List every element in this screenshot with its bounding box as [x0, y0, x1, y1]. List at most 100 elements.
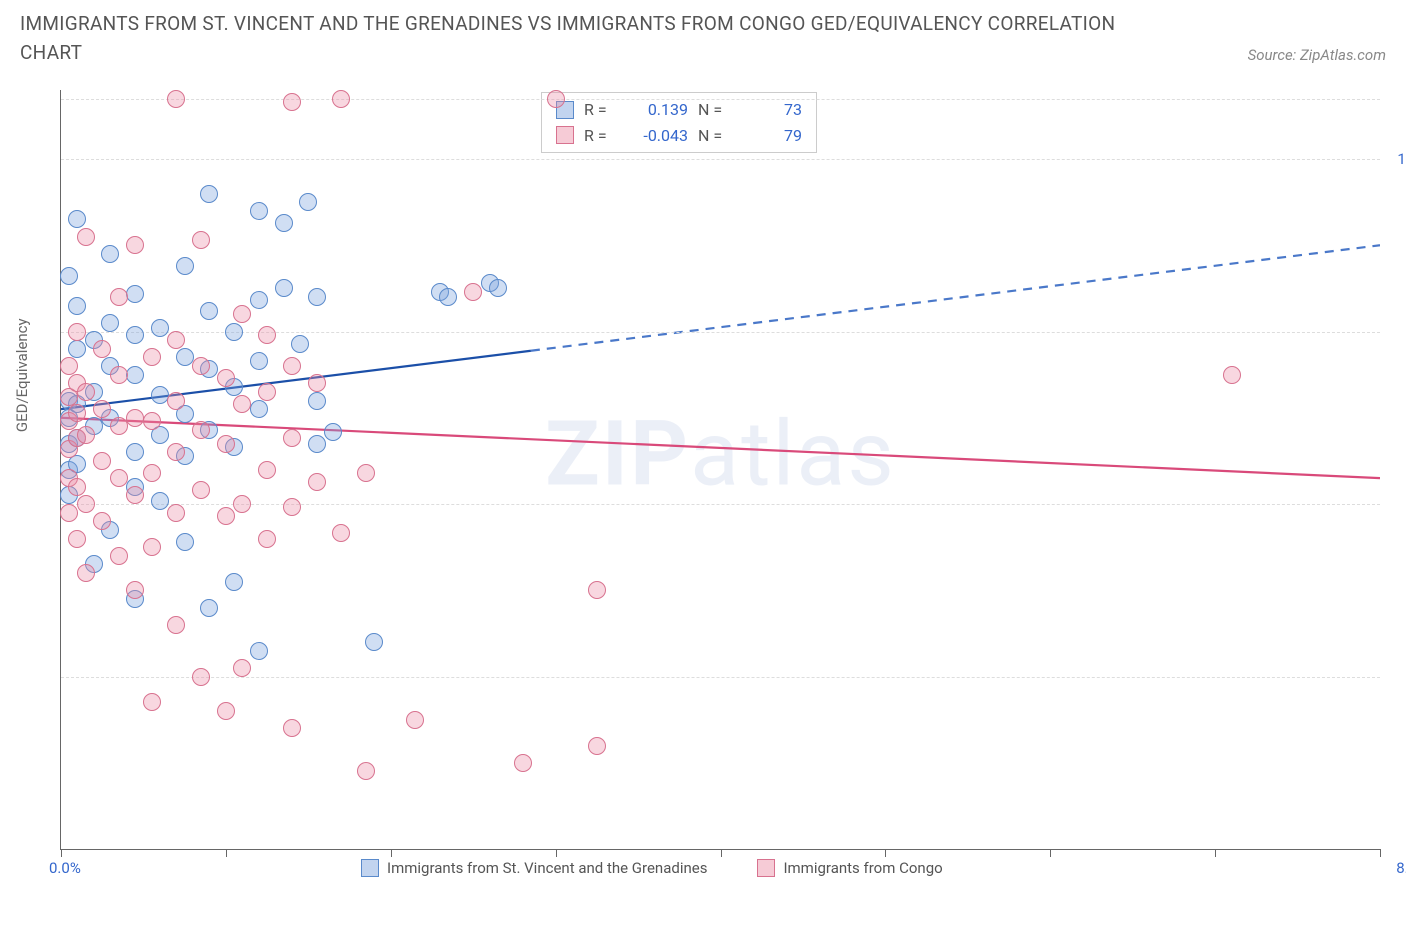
plot-region: ZIPatlas R = 0.139 N = 73 R = -0.043 N =…: [60, 90, 1380, 850]
scatter-point: [68, 323, 86, 341]
scatter-point: [275, 214, 293, 232]
scatter-point: [167, 504, 185, 522]
bottom-legend: Immigrants from St. Vincent and the Gren…: [361, 859, 943, 877]
grid-line: [61, 677, 1380, 678]
scatter-point: [77, 495, 95, 513]
scatter-point: [332, 90, 350, 108]
scatter-point: [200, 599, 218, 617]
scatter-point: [225, 323, 243, 341]
scatter-point: [233, 305, 251, 323]
scatter-point: [233, 495, 251, 513]
scatter-point: [291, 335, 309, 353]
scatter-point: [167, 90, 185, 108]
scatter-point: [283, 719, 301, 737]
stat-r-a: 0.139: [626, 97, 688, 123]
scatter-point: [324, 423, 342, 441]
x-tick: [1050, 849, 1051, 857]
scatter-point: [406, 711, 424, 729]
scatter-point: [200, 185, 218, 203]
scatter-point: [167, 443, 185, 461]
scatter-point: [1223, 366, 1241, 384]
scatter-point: [143, 412, 161, 430]
y-tick-label: 100.0%: [1386, 150, 1406, 168]
scatter-point: [110, 288, 128, 306]
scatter-point: [126, 409, 144, 427]
scatter-point: [283, 93, 301, 111]
scatter-point: [357, 762, 375, 780]
scatter-point: [250, 291, 268, 309]
stat-n-label-b: N =: [698, 123, 730, 149]
scatter-point: [167, 331, 185, 349]
scatter-point: [489, 279, 507, 297]
scatter-point: [308, 288, 326, 306]
x-tick: [1215, 849, 1216, 857]
stat-r-label: R =: [584, 97, 616, 123]
scatter-point: [176, 257, 194, 275]
scatter-point: [283, 429, 301, 447]
scatter-point: [126, 236, 144, 254]
scatter-point: [192, 231, 210, 249]
stat-n-b: 79: [740, 123, 802, 149]
scatter-point: [77, 564, 95, 582]
x-tick: [61, 849, 62, 857]
swatch-b-icon: [556, 126, 574, 144]
scatter-point: [151, 319, 169, 337]
scatter-point: [217, 435, 235, 453]
scatter-point: [250, 400, 268, 418]
grid-line: [61, 99, 1380, 100]
scatter-point: [258, 461, 276, 479]
scatter-point: [233, 659, 251, 677]
scatter-point: [110, 366, 128, 384]
y-axis-label: GED/Equivalency: [13, 318, 31, 432]
scatter-point: [101, 314, 119, 332]
scatter-point: [275, 279, 293, 297]
scatter-point: [143, 464, 161, 482]
legend-label-a: Immigrants from St. Vincent and the Gren…: [387, 859, 707, 877]
y-tick-label: 90.0%: [1386, 323, 1406, 341]
x-tick: [1380, 849, 1381, 857]
stat-r-label-b: R =: [584, 123, 616, 149]
grid-line: [61, 504, 1380, 505]
scatter-point: [151, 386, 169, 404]
legend-item-b: Immigrants from Congo: [757, 859, 942, 877]
scatter-point: [250, 352, 268, 370]
x-tick: [885, 849, 886, 857]
scatter-point: [308, 392, 326, 410]
y-tick-label: 80.0%: [1386, 495, 1406, 513]
stat-n-label: N =: [698, 97, 730, 123]
scatter-point: [308, 435, 326, 453]
scatter-point: [299, 193, 317, 211]
scatter-point: [126, 366, 144, 384]
legend-swatch-a-icon: [361, 859, 379, 877]
scatter-point: [77, 426, 95, 444]
stats-row-b: R = -0.043 N = 79: [556, 123, 802, 149]
y-tick-label: 70.0%: [1386, 668, 1406, 686]
scatter-point: [93, 400, 111, 418]
scatter-point: [176, 348, 194, 366]
scatter-point: [143, 348, 161, 366]
scatter-point: [110, 547, 128, 565]
scatter-point: [258, 383, 276, 401]
watermark: ZIPatlas: [545, 402, 896, 507]
scatter-point: [77, 383, 95, 401]
chart-title-line2: CHART: [20, 39, 1115, 68]
scatter-point: [93, 512, 111, 530]
scatter-point: [68, 530, 86, 548]
scatter-point: [514, 754, 532, 772]
stats-row-a: R = 0.139 N = 73: [556, 97, 802, 123]
scatter-point: [217, 369, 235, 387]
x-tick: [226, 849, 227, 857]
stat-n-a: 73: [740, 97, 802, 123]
scatter-point: [93, 452, 111, 470]
scatter-point: [588, 581, 606, 599]
scatter-point: [101, 245, 119, 263]
scatter-point: [308, 473, 326, 491]
scatter-point: [143, 538, 161, 556]
scatter-point: [167, 616, 185, 634]
scatter-point: [332, 524, 350, 542]
scatter-point: [68, 404, 86, 422]
x-max-label: 8.0%: [1396, 859, 1406, 877]
x-tick: [556, 849, 557, 857]
scatter-point: [68, 478, 86, 496]
scatter-point: [283, 357, 301, 375]
